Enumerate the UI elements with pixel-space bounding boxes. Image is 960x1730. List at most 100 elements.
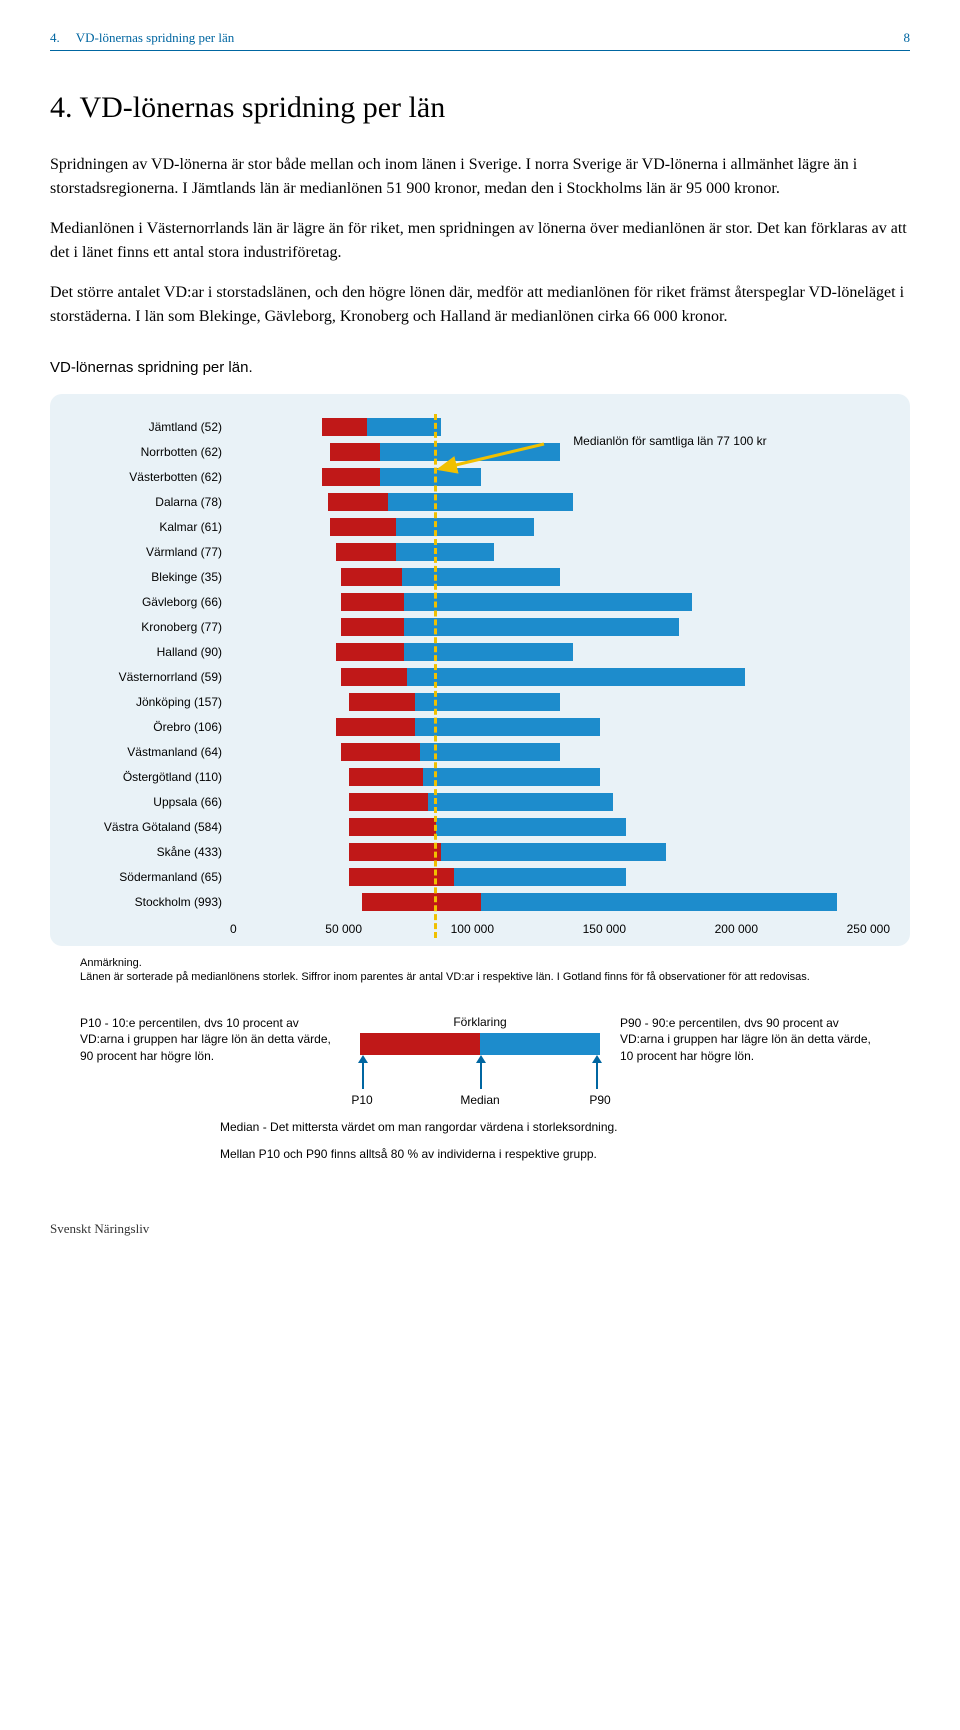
- legend-diagram: Förklaring P10 Median P90: [360, 1015, 600, 1111]
- bar-p50-p90: [396, 543, 494, 561]
- chart-box: Jämtland (52)Norrbotten (62)Västerbotten…: [50, 394, 910, 946]
- row-bar: [230, 543, 890, 561]
- row-label: Södermanland (65): [70, 870, 230, 884]
- bar-p50-p90: [428, 793, 613, 811]
- legend-label-median: Median: [460, 1093, 499, 1107]
- row-label: Uppsala (66): [70, 795, 230, 809]
- row-bar: [230, 568, 890, 586]
- row-label: Stockholm (993): [70, 895, 230, 909]
- row-label: Västra Götaland (584): [70, 820, 230, 834]
- x-tick: 0: [230, 922, 237, 936]
- page-heading: 4. VD-lönernas spridning per län: [50, 91, 910, 125]
- chart-row: Blekinge (35): [70, 564, 890, 589]
- row-bar: [230, 793, 890, 811]
- row-label: Jönköping (157): [70, 695, 230, 709]
- chart-row: Västra Götaland (584): [70, 814, 890, 839]
- bar-p50-p90: [402, 568, 560, 586]
- row-bar: [230, 818, 890, 836]
- bar-p10-p50: [349, 693, 415, 711]
- header-page-num: 8: [904, 30, 911, 46]
- row-bar: [230, 668, 890, 686]
- row-bar: [230, 893, 890, 911]
- chart-row: Jämtland (52): [70, 414, 890, 439]
- chart-row: Uppsala (66): [70, 789, 890, 814]
- chart-area: Jämtland (52)Norrbotten (62)Västerbotten…: [70, 414, 890, 914]
- row-bar: [230, 418, 890, 436]
- header-section-num: 4.: [50, 30, 60, 45]
- bar-p50-p90: [420, 743, 560, 761]
- x-tick: 100 000: [451, 922, 494, 936]
- row-bar: [230, 868, 890, 886]
- bar-p10-p50: [336, 718, 415, 736]
- chart-row: Dalarna (78): [70, 489, 890, 514]
- chart-note: Anmärkning. Länen är sorterade på median…: [80, 956, 910, 985]
- legend-bar-red: [360, 1033, 480, 1055]
- bar-p50-p90: [367, 418, 441, 436]
- bar-p50-p90: [415, 718, 600, 736]
- row-label: Kronoberg (77): [70, 620, 230, 634]
- bar-p10-p50: [341, 743, 420, 761]
- row-label: Västmanland (64): [70, 745, 230, 759]
- bar-p10-p50: [330, 518, 396, 536]
- bar-p50-p90: [423, 768, 600, 786]
- row-label: Örebro (106): [70, 720, 230, 734]
- bar-p50-p90: [396, 518, 533, 536]
- bar-p10-p50: [341, 593, 404, 611]
- paragraph: Spridningen av VD-lönerna är stor både m…: [50, 153, 910, 201]
- bar-p50-p90: [404, 593, 692, 611]
- bar-p50-p90: [436, 818, 626, 836]
- bar-p10-p50: [349, 818, 436, 836]
- row-bar: [230, 743, 890, 761]
- note-text: Länen är sorterade på medianlönens storl…: [80, 971, 810, 983]
- header-section-title: VD-lönernas spridning per län: [76, 30, 235, 45]
- row-bar: [230, 768, 890, 786]
- legend-title: Förklaring: [360, 1015, 600, 1029]
- legend-p10-text: P10 - 10:e percentilen, dvs 10 procent a…: [80, 1015, 340, 1065]
- chart-row: Halland (90): [70, 639, 890, 664]
- row-bar: [230, 718, 890, 736]
- bar-p50-p90: [404, 643, 573, 661]
- bar-p50-p90: [415, 693, 560, 711]
- median-line: [434, 414, 437, 938]
- legend-box: P10 - 10:e percentilen, dvs 10 procent a…: [50, 1015, 910, 1111]
- legend-bar-blue: [480, 1033, 600, 1055]
- row-label: Jämtland (52): [70, 420, 230, 434]
- median-annotation: Medianlön för samtliga län 77 100 kr: [573, 434, 766, 448]
- chart-row: Kronoberg (77): [70, 614, 890, 639]
- row-bar: [230, 643, 890, 661]
- chart-row: Jönköping (157): [70, 689, 890, 714]
- bar-p50-p90: [454, 868, 626, 886]
- row-label: Västerbotten (62): [70, 470, 230, 484]
- row-bar: [230, 693, 890, 711]
- row-bar: [230, 518, 890, 536]
- chart-row: Västernorrland (59): [70, 664, 890, 689]
- bar-p10-p50: [322, 418, 367, 436]
- legend-arrow-p10: [362, 1061, 364, 1089]
- chart-row: Örebro (106): [70, 714, 890, 739]
- bar-p10-p50: [349, 868, 455, 886]
- chart-title: VD-lönernas spridning per län.: [50, 359, 910, 376]
- row-bar: [230, 468, 890, 486]
- bar-p10-p50: [349, 793, 428, 811]
- chart-row: Värmland (77): [70, 539, 890, 564]
- chart-row: Gävleborg (66): [70, 589, 890, 614]
- bar-p50-p90: [404, 618, 679, 636]
- bar-p10-p50: [322, 468, 380, 486]
- chart-row: Stockholm (993): [70, 889, 890, 914]
- legend-median-text: Median - Det mittersta värdet om man ran…: [50, 1119, 910, 1136]
- legend-label-p90: P90: [589, 1093, 610, 1107]
- bar-p10-p50: [349, 843, 441, 861]
- bar-p10-p50: [328, 493, 389, 511]
- bar-p10-p50: [362, 893, 481, 911]
- chart-row: Skåne (433): [70, 839, 890, 864]
- x-axis: 050 000100 000150 000200 000250 000: [70, 922, 890, 936]
- bar-p50-p90: [388, 493, 573, 511]
- row-label: Skåne (433): [70, 845, 230, 859]
- legend-label-p10: P10: [351, 1093, 372, 1107]
- bar-p10-p50: [336, 543, 397, 561]
- bar-p10-p50: [336, 643, 405, 661]
- x-tick: 50 000: [325, 922, 362, 936]
- legend-p90-text: P90 - 90:e percentilen, dvs 90 procent a…: [620, 1015, 880, 1065]
- paragraph: Medianlönen i Västernorrlands län är läg…: [50, 217, 910, 265]
- legend-summary: Mellan P10 och P90 finns alltså 80 % av …: [50, 1147, 910, 1161]
